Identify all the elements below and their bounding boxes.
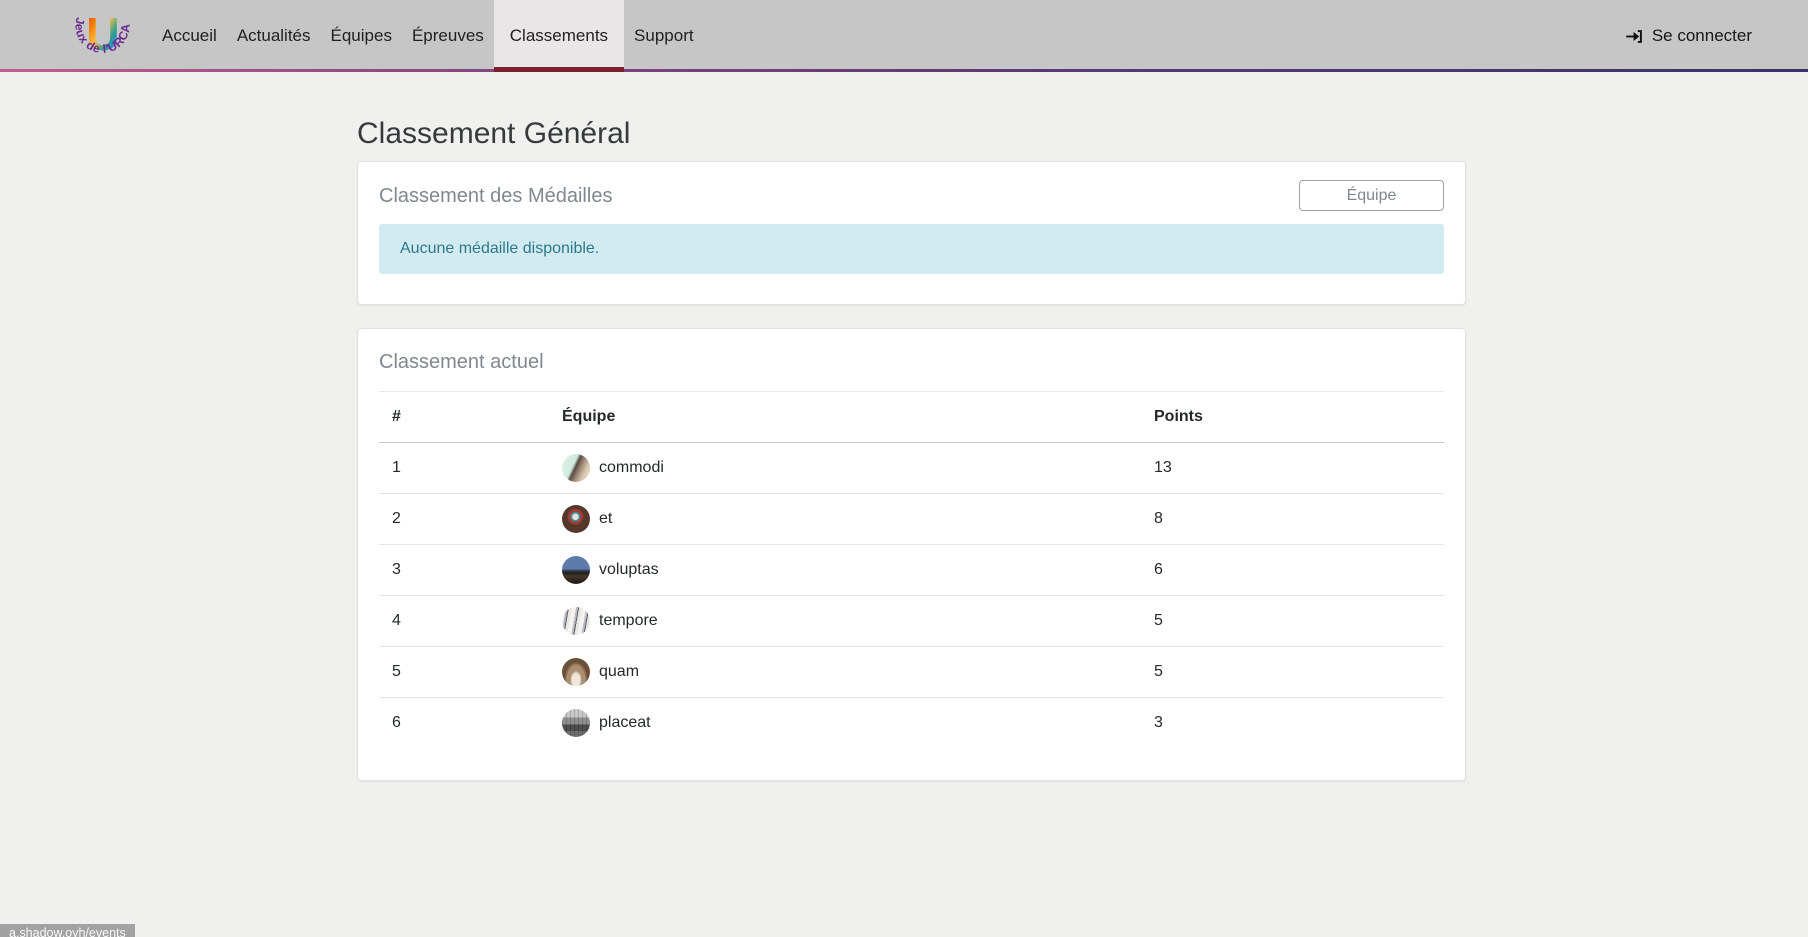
nav-item-equipes[interactable]: Équipes bbox=[330, 26, 392, 45]
team-name: et bbox=[599, 509, 613, 527]
points-cell: 6 bbox=[1141, 544, 1444, 596]
team-cell: et bbox=[562, 504, 1141, 533]
navbar: U Jeux de l'URCA Accueil Actualités Équi… bbox=[0, 0, 1808, 72]
team-avatar bbox=[562, 555, 590, 584]
table-row: 3 voluptas 6 bbox=[379, 544, 1444, 596]
rank-cell: 4 bbox=[379, 595, 549, 647]
status-bar-link-preview: a.shadow.ovh/events bbox=[0, 924, 135, 937]
table-row: 1 commodi 13 bbox=[379, 442, 1444, 494]
column-header-team: Équipe bbox=[549, 392, 1141, 443]
table-row: 2 et 8 bbox=[379, 493, 1444, 545]
nav-item-actualites[interactable]: Actualités bbox=[236, 26, 311, 45]
rank-cell: 1 bbox=[379, 442, 549, 494]
ranking-table: # Équipe Points 1 commodi 13 2 bbox=[379, 392, 1444, 748]
points-cell: 5 bbox=[1141, 646, 1444, 698]
logo[interactable]: U Jeux de l'URCA bbox=[66, 0, 138, 72]
team-cell: voluptas bbox=[562, 555, 1141, 584]
nav-item-classements[interactable]: Classements bbox=[493, 0, 625, 72]
login-label: Se connecter bbox=[1651, 26, 1752, 45]
rank-cell: 3 bbox=[379, 544, 549, 596]
team-cell: tempore bbox=[562, 606, 1141, 635]
team-avatar bbox=[562, 606, 590, 635]
team-cell: placeat bbox=[562, 708, 1141, 737]
no-medals-alert-text: Aucune médaille disponible. bbox=[400, 240, 600, 257]
table-row: 6 placeat 3 bbox=[379, 697, 1444, 748]
team-cell: commodi bbox=[562, 453, 1141, 482]
team-cell: quam bbox=[562, 657, 1141, 686]
sign-in-icon bbox=[1626, 29, 1642, 43]
table-row: 5 quam 5 bbox=[379, 646, 1444, 698]
main-content: Classement Général Classement des Médail… bbox=[357, 115, 1466, 781]
team-name: commodi bbox=[599, 458, 664, 476]
nav-item-accueil[interactable]: Accueil bbox=[162, 26, 217, 45]
no-medals-alert: Aucune médaille disponible. bbox=[379, 224, 1444, 274]
navbar-gradient-border bbox=[0, 69, 1808, 72]
rank-cell: 6 bbox=[392, 713, 401, 731]
points-cell: 13 bbox=[1141, 442, 1444, 494]
logo-letter: U bbox=[86, 8, 119, 60]
nav-item-support[interactable]: Support bbox=[634, 26, 694, 45]
rank-cell: 2 bbox=[379, 493, 549, 545]
team-name: voluptas bbox=[599, 560, 659, 578]
points-cell: 5 bbox=[1141, 595, 1444, 647]
page-title: Classement Général bbox=[357, 117, 631, 150]
table-header-row: # Équipe Points bbox=[379, 392, 1444, 443]
rank-cell: 5 bbox=[379, 646, 549, 698]
nav-item-epreuves[interactable]: Épreuves bbox=[411, 26, 484, 45]
equipe-button[interactable]: Équipe bbox=[1299, 180, 1444, 211]
main-nav: Accueil Actualités Équipes Épreuves Clas… bbox=[152, 0, 704, 72]
team-name: tempore bbox=[599, 611, 658, 629]
medals-card-title: Classement des Médailles bbox=[379, 184, 613, 207]
medals-card: Classement des Médailles Équipe Aucune m… bbox=[357, 161, 1466, 305]
team-avatar bbox=[562, 504, 590, 533]
column-header-rank: # bbox=[379, 392, 549, 443]
login-button[interactable]: Se connecter bbox=[1625, 0, 1752, 72]
divider bbox=[379, 391, 1444, 392]
points-cell: 8 bbox=[1141, 493, 1444, 545]
team-name: placeat bbox=[599, 713, 651, 731]
team-avatar bbox=[562, 708, 590, 737]
ranking-card: Classement actuel # Équipe Points 1 comm… bbox=[357, 328, 1466, 781]
logo-icon: U Jeux de l'URCA bbox=[72, 8, 132, 60]
team-name: quam bbox=[599, 662, 640, 680]
column-header-points: Points bbox=[1141, 392, 1444, 443]
ranking-card-title: Classement actuel bbox=[379, 351, 544, 373]
team-avatar bbox=[562, 657, 590, 686]
team-avatar bbox=[562, 453, 590, 482]
points-cell: 3 bbox=[1154, 713, 1163, 731]
table-row: 4 tempore 5 bbox=[379, 595, 1444, 647]
